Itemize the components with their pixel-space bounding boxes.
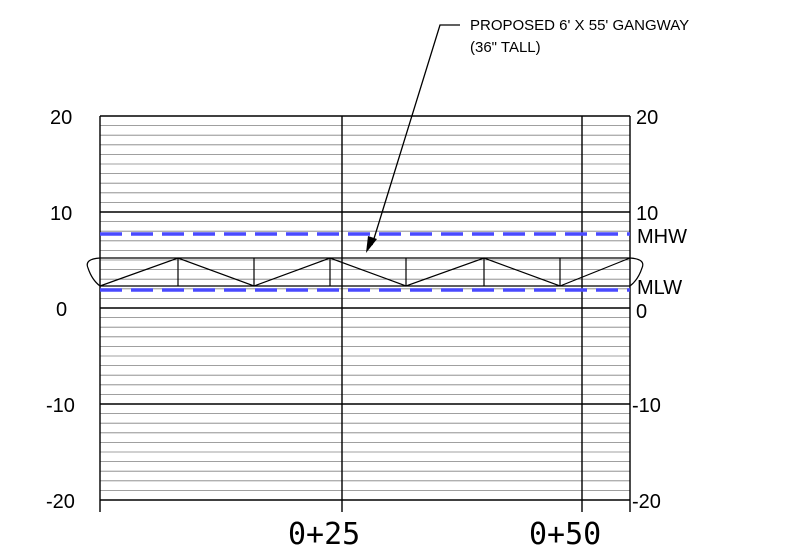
mhw-label: MHW	[637, 226, 687, 248]
major-grid	[99, 115, 631, 512]
fine-grid	[100, 125, 630, 491]
truss-diagonals	[99, 257, 631, 287]
gangway-left-end	[86, 257, 101, 287]
mlw-label: MLW	[637, 277, 682, 299]
callout-arrowhead	[366, 236, 377, 253]
right-axis-label-minus20: -20	[632, 491, 661, 513]
left-axis-label-0: 0	[56, 299, 67, 321]
right-axis-label-20: 20	[636, 107, 658, 129]
station-label-25: 0+25	[288, 517, 360, 552]
callout-leader	[371, 24, 460, 246]
right-axis-label-0: 0	[636, 301, 647, 323]
left-axis-label-10: 10	[50, 203, 72, 225]
right-axis-label-minus10: -10	[632, 395, 661, 417]
gangway-truss	[86, 257, 644, 287]
callout-line-2: (36" TALL)	[470, 39, 541, 56]
left-axis-label-20: 20	[50, 107, 72, 129]
left-axis-label-minus20: -20	[46, 491, 75, 513]
right-axis-label-10: 10	[636, 203, 658, 225]
station-label-50: 0+50	[529, 517, 601, 552]
gangway-right-end	[629, 257, 644, 287]
callout-line-1: PROPOSED 6' X 55' GANGWAY	[470, 17, 689, 34]
left-axis-label-minus10: -10	[46, 395, 75, 417]
